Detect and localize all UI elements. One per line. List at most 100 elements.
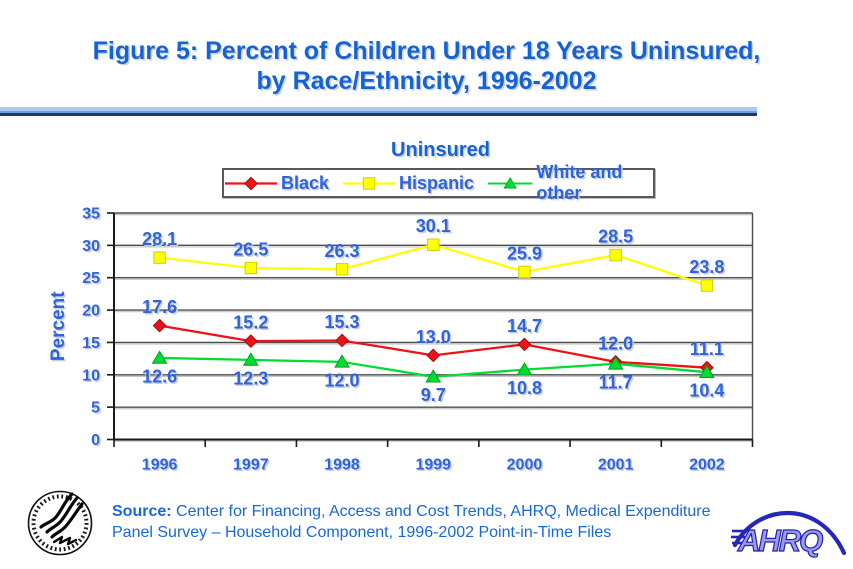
svg-text:25: 25 <box>82 270 100 287</box>
svg-text:10.8: 10.8 <box>507 378 542 398</box>
svg-text:26.3: 26.3 <box>325 241 360 261</box>
svg-text:35: 35 <box>84 207 102 224</box>
ahrq-logo-text: AHRQ <box>737 523 823 558</box>
svg-text:30: 30 <box>82 238 100 255</box>
svg-text:15.3: 15.3 <box>325 312 360 332</box>
svg-text:10: 10 <box>84 369 102 386</box>
svg-text:1996: 1996 <box>142 457 178 474</box>
hhs-eagle-icon <box>39 492 84 546</box>
chart-legend: Black Hispanic White and other <box>222 162 655 203</box>
svg-text:1998: 1998 <box>326 458 362 475</box>
source-label: Source: <box>112 503 172 520</box>
svg-text:26.3: 26.3 <box>326 242 361 262</box>
svg-text:1997: 1997 <box>235 458 271 475</box>
svg-text:26.5: 26.5 <box>233 240 268 260</box>
svg-text:9.7: 9.7 <box>421 385 446 405</box>
series-hispanic <box>153 238 714 292</box>
svg-text:11.7: 11.7 <box>599 372 633 392</box>
title-divider-rule <box>0 107 757 116</box>
source-text: Center for Financing, Access and Cost Tr… <box>112 503 711 541</box>
svg-text:26.5: 26.5 <box>235 241 270 261</box>
svg-text:17.6: 17.6 <box>142 297 177 317</box>
svg-text:10.4: 10.4 <box>691 382 726 402</box>
svg-text:23.8: 23.8 <box>691 258 726 278</box>
svg-text:23.8: 23.8 <box>689 257 724 277</box>
legend-item-black: Black <box>224 173 329 194</box>
svg-text:14.7: 14.7 <box>508 317 543 337</box>
hhs-seal-text-ring <box>31 494 89 552</box>
figure-title-line2: by Race/Ethnicity, 1996-2002 <box>256 67 597 95</box>
svg-text:12.3: 12.3 <box>233 368 268 388</box>
svg-text:13.0: 13.0 <box>417 328 452 348</box>
svg-text:12.0: 12.0 <box>326 372 361 392</box>
svg-text:15: 15 <box>82 335 100 352</box>
svg-text:1996: 1996 <box>143 458 179 475</box>
svg-text:2001: 2001 <box>599 458 635 475</box>
svg-text:15: 15 <box>84 336 102 353</box>
data-labels-black: 17.617.615.215.2 15.315.313.013.0 14.714.7… <box>142 297 725 361</box>
chart-title: Uninsured <box>391 139 490 161</box>
svg-text:0: 0 <box>91 432 100 449</box>
legend-label-hispanic: Hispanic <box>399 172 475 193</box>
svg-text:13.0: 13.0 <box>416 327 451 347</box>
figure-title-line1: Figure 5: Percent of Children Under 18 Y… <box>92 37 761 65</box>
svg-text:10.8: 10.8 <box>508 380 543 400</box>
legend-label-black: Black <box>281 172 330 193</box>
triangle-marker-icon <box>487 176 533 188</box>
svg-text:11.7: 11.7 <box>600 374 634 394</box>
svg-text:12.6: 12.6 <box>142 366 177 386</box>
svg-text:28.5: 28.5 <box>598 227 633 247</box>
svg-text:30: 30 <box>84 239 102 256</box>
svg-text:14.7: 14.7 <box>507 316 542 336</box>
svg-text:5: 5 <box>91 400 100 417</box>
legend-label-white-and-other: White and other <box>536 162 623 203</box>
svg-text:1997: 1997 <box>233 457 269 474</box>
legend-item-white-and-other: White and other <box>487 162 653 204</box>
svg-text:12.0: 12.0 <box>598 333 633 353</box>
square-marker-icon <box>343 176 396 190</box>
svg-text:2002: 2002 <box>691 458 727 475</box>
svg-text:25: 25 <box>84 272 102 289</box>
svg-text:15.3: 15.3 <box>326 313 361 333</box>
svg-text:12.0: 12.0 <box>600 335 635 355</box>
svg-text:2002: 2002 <box>689 457 725 474</box>
svg-text:30.1: 30.1 <box>416 216 451 236</box>
svg-text:25.9: 25.9 <box>507 243 542 263</box>
svg-text:1999: 1999 <box>417 458 453 475</box>
svg-text:2000: 2000 <box>508 458 544 475</box>
svg-text:2001: 2001 <box>598 457 634 474</box>
svg-text:0: 0 <box>93 434 102 451</box>
svg-text:10.4: 10.4 <box>689 381 724 401</box>
svg-text:15.2: 15.2 <box>235 314 270 334</box>
svg-text:11.1: 11.1 <box>691 341 725 361</box>
source-note: Source: Center for Financing, Access and… <box>112 501 712 543</box>
svg-text:35: 35 <box>82 206 100 223</box>
svg-text:28.5: 28.5 <box>600 228 635 248</box>
series-white-and-other <box>151 350 715 383</box>
figure-title: Figure 5: Percent of Children Under 18 Y… <box>0 36 853 96</box>
svg-text:Percent: Percent <box>48 291 69 361</box>
divider-light-band <box>0 107 757 111</box>
diamond-marker-icon <box>225 176 277 190</box>
ahrq-logo: AHRQ <box>731 510 847 559</box>
svg-text:10: 10 <box>82 367 100 384</box>
svg-text:28.1: 28.1 <box>142 229 177 249</box>
divider-navy-band <box>0 113 757 116</box>
svg-text:Percent: Percent <box>50 292 71 362</box>
svg-text:12.6: 12.6 <box>144 368 179 388</box>
svg-text:30.1: 30.1 <box>417 218 452 238</box>
divider-mid-band <box>0 111 757 113</box>
svg-text:11.1: 11.1 <box>690 339 724 359</box>
svg-text:2000: 2000 <box>507 457 543 474</box>
svg-text:28.1: 28.1 <box>144 231 179 251</box>
svg-text:12.3: 12.3 <box>235 370 270 390</box>
svg-text:17.6: 17.6 <box>144 299 179 319</box>
svg-text:9.7: 9.7 <box>422 387 447 407</box>
svg-text:20: 20 <box>84 304 102 321</box>
data-labels-hispanic: 28.128.126.526.5 26.326.330.130.125.925.9… <box>142 216 726 278</box>
svg-text:15.2: 15.2 <box>233 313 268 333</box>
svg-text:1999: 1999 <box>415 457 451 474</box>
